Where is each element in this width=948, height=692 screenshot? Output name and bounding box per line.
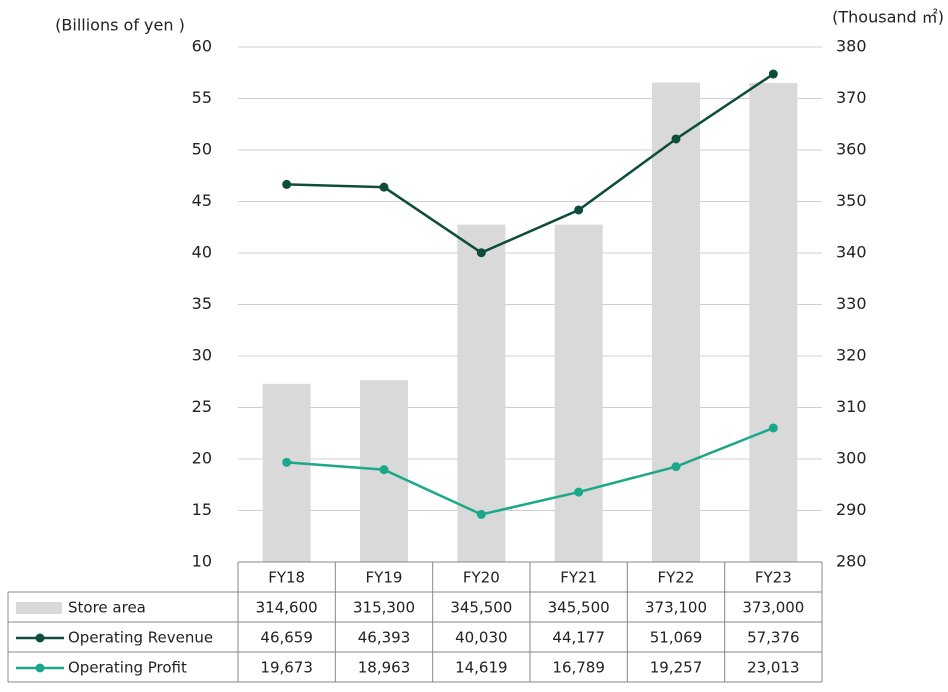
table-value: 314,600	[256, 599, 318, 617]
y2-tick-label: 360	[836, 140, 867, 159]
table-value: 373,000	[742, 599, 804, 617]
y2-tick-label: 280	[836, 552, 867, 571]
table-value: 46,393	[358, 629, 411, 647]
data-table: FY18 FY19 FY20 FY21 FY22 FY23 Store area 314,60…	[7, 561, 823, 683]
bar	[652, 82, 700, 562]
table-value: 315,300	[353, 599, 415, 617]
y2-tick-label: 380	[836, 37, 867, 56]
y-tick-label: 55	[192, 88, 212, 107]
y2-tick-label: 320	[836, 346, 867, 365]
legend-marker	[35, 633, 45, 643]
table-value: 57,376	[747, 629, 800, 647]
y-tick-label: 10	[192, 552, 212, 571]
line-point	[574, 487, 584, 497]
table-value: 19,257	[650, 659, 703, 677]
table-value: 345,500	[450, 599, 512, 617]
line-point	[574, 205, 584, 215]
y-tick-label: 40	[192, 243, 212, 262]
table-value: 16,789	[552, 659, 605, 677]
line-point	[768, 423, 778, 433]
table-value: 18,963	[358, 659, 411, 677]
y2-tick-label: 350	[836, 191, 867, 210]
x-tick-label: FY19	[366, 569, 403, 587]
x-tick-label: FY20	[463, 569, 500, 587]
y2-tick-label: 290	[836, 500, 867, 519]
legend-label: Operating Profit	[68, 659, 187, 677]
y2-axis-title: (Thousand ㎡)	[832, 8, 944, 27]
y-axis-title: (Billions of yen )	[55, 16, 185, 35]
x-tick-label: FY21	[560, 569, 597, 587]
y-tick-label: 25	[192, 397, 212, 416]
y-tick-label: 15	[192, 500, 212, 519]
bar	[262, 383, 311, 562]
line-point	[476, 248, 486, 258]
y2-tick-label: 310	[836, 397, 867, 416]
line-point	[379, 182, 389, 192]
y-tick-label: 45	[192, 191, 212, 210]
table-value: 46,659	[260, 629, 313, 647]
x-tick-label: FY18	[268, 569, 305, 587]
y2-tick-label: 340	[836, 243, 867, 262]
table-value: 19,673	[260, 659, 313, 677]
table-value: 373,100	[645, 599, 707, 617]
y2-tick-label: 330	[836, 294, 867, 313]
table-value: 23,013	[747, 659, 800, 677]
x-tick-label: FY22	[658, 569, 695, 587]
legend-marker	[35, 663, 45, 673]
grid	[238, 46, 822, 563]
legend-label: Store area	[68, 599, 146, 617]
y-tick-label: 50	[192, 140, 212, 159]
y-tick-label: 20	[192, 449, 212, 468]
y-tick-label: 30	[192, 346, 212, 365]
table-value: 40,030	[455, 629, 508, 647]
legend-swatch	[16, 602, 62, 614]
bar	[749, 83, 798, 563]
line	[286, 72, 775, 255]
legend-label: Operating Revenue	[68, 629, 213, 647]
table-value: 14,619	[455, 659, 508, 677]
line-point	[671, 134, 681, 144]
line-point	[282, 457, 292, 467]
table-value: 345,500	[548, 599, 610, 617]
x-tick-label: FY23	[755, 569, 792, 587]
line-point	[671, 462, 681, 472]
line-point	[768, 69, 778, 79]
line-point	[476, 509, 486, 519]
table-value: 44,177	[552, 629, 605, 647]
y-tick-label: 60	[192, 37, 212, 56]
line-point	[282, 179, 292, 189]
y2-tick-label: 300	[836, 449, 867, 468]
y-tick-label: 35	[192, 294, 212, 313]
line	[286, 426, 774, 516]
y2-tick-label: 370	[836, 88, 867, 107]
table-value: 51,069	[650, 629, 703, 647]
bar	[554, 224, 603, 563]
line-point	[379, 465, 389, 475]
